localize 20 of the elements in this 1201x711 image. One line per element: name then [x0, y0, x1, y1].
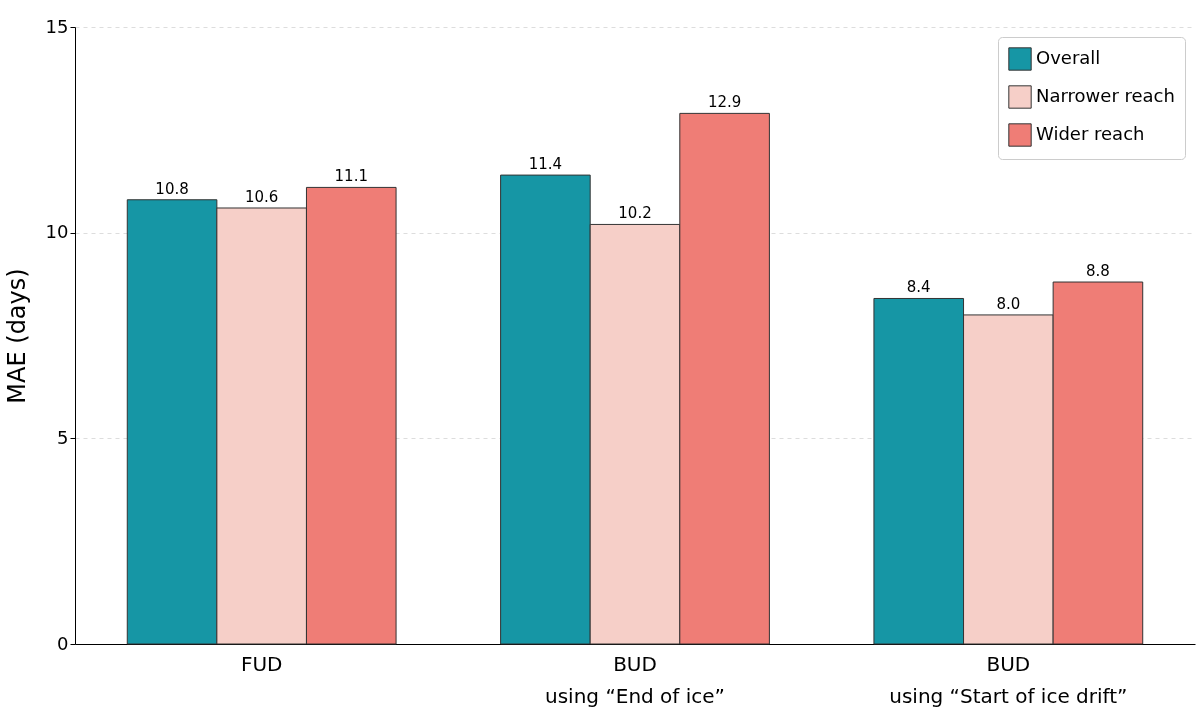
x-tick-label: BUD using “Start of ice drift”	[889, 651, 1128, 708]
legend-label: Overall	[1036, 47, 1101, 68]
data-label: 8.4	[906, 278, 931, 297]
data-label: 8.0	[996, 294, 1021, 313]
data-label: 11.4	[528, 155, 563, 174]
data-label: 10.8	[155, 179, 189, 198]
data-label: 8.8	[1086, 262, 1110, 281]
data-label: 11.1	[334, 167, 368, 186]
data-label: 10.2	[618, 204, 652, 223]
data-label: 12.9	[707, 93, 742, 112]
x-tick-label: FUD	[240, 651, 283, 676]
y-tick-label: 5	[57, 426, 69, 448]
y-tick-label: 10	[45, 221, 69, 243]
y-tick-label: 15	[45, 15, 69, 37]
y-tick-label: 0	[57, 632, 69, 654]
y-axis-title: MAE (days)	[2, 268, 31, 404]
data-label: 10.6	[244, 187, 279, 206]
legend-label: Wider reach	[1036, 123, 1145, 144]
x-tick-label: BUD using “End of ice”	[545, 651, 725, 708]
legend-label: Narrower reach	[1036, 85, 1175, 106]
